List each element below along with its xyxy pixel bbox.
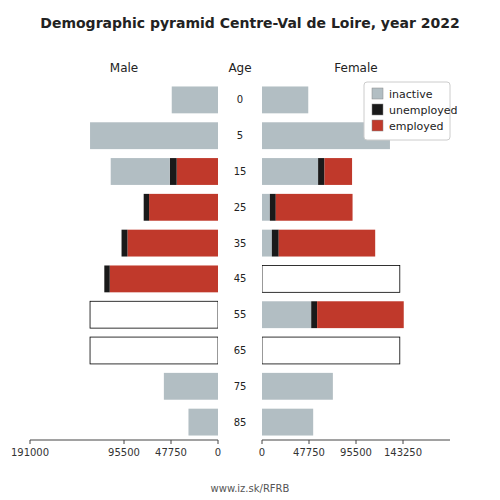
bar: [90, 301, 91, 328]
bar: [127, 230, 218, 257]
legend: inactive unemployed employed: [364, 82, 457, 140]
bar: [143, 194, 144, 221]
bar: [90, 301, 218, 328]
x-tick-label: 95500: [108, 447, 140, 458]
legend-label: employed: [389, 120, 444, 133]
bar: [177, 158, 218, 185]
bar: [276, 194, 353, 221]
bar: [332, 373, 333, 400]
panel-title: Male: [110, 61, 138, 75]
bar: [90, 337, 218, 364]
category-label: 45: [234, 273, 247, 284]
bar: [270, 194, 276, 221]
category-label: 65: [234, 345, 247, 356]
bar: [318, 158, 324, 185]
bar: [262, 194, 270, 221]
bar: [122, 230, 128, 257]
bar: [262, 409, 313, 436]
bar: [188, 409, 218, 436]
bar: [104, 265, 105, 292]
bar: [262, 158, 318, 185]
bar: [399, 337, 400, 364]
category-label: 55: [234, 309, 247, 320]
bar: [262, 230, 272, 257]
bar: [279, 230, 375, 257]
bar: [399, 265, 400, 292]
bar: [308, 86, 309, 113]
category-label: 0: [237, 94, 243, 105]
bar: [262, 301, 311, 328]
x-tick: [356, 440, 357, 444]
category-label: 85: [234, 417, 247, 428]
bar: [399, 265, 400, 292]
legend-label: unemployed: [389, 104, 457, 117]
bar: [149, 194, 218, 221]
bar: [325, 158, 353, 185]
bar: [121, 230, 122, 257]
bar: [332, 373, 333, 400]
legend-swatch: [372, 120, 383, 131]
bar: [90, 122, 218, 149]
x-tick-label: 47750: [155, 447, 187, 458]
x-tick-label: 143250: [384, 447, 422, 458]
x-tick: [171, 440, 172, 444]
bars: [90, 86, 218, 435]
bar: [172, 86, 218, 113]
x-tick-label: 191000: [11, 447, 49, 458]
x-tick-label: 0: [215, 447, 221, 458]
legend-swatch: [372, 88, 383, 99]
bar: [164, 373, 218, 400]
bar: [262, 86, 308, 113]
bar: [311, 301, 317, 328]
x-tick: [30, 440, 31, 444]
x-tick: [124, 440, 125, 444]
category-label: 15: [234, 166, 247, 177]
title: Demographic pyramid Centre-Val de Loire,…: [40, 15, 459, 31]
bar: [144, 194, 149, 221]
x-tick-label: 95500: [340, 447, 372, 458]
bar: [262, 373, 333, 400]
axis-label: Age: [228, 61, 251, 75]
bar: [90, 337, 91, 364]
legend-swatch: [372, 104, 383, 115]
bar: [313, 409, 314, 436]
bar: [90, 301, 91, 328]
category-label: 5: [237, 130, 243, 141]
category-label: 75: [234, 381, 247, 392]
bar: [90, 337, 91, 364]
bar: [170, 158, 177, 185]
chart: Demographic pyramid Centre-Val de Loire,…: [0, 0, 500, 500]
footer: www.iz.sk/RFRB: [211, 483, 290, 494]
bar: [111, 158, 170, 185]
bar: [272, 230, 279, 257]
bar: [308, 86, 309, 113]
x-tick: [218, 440, 219, 444]
bar: [262, 337, 400, 364]
bar: [399, 265, 400, 292]
x-tick: [262, 440, 263, 444]
x-tick-label: 0: [259, 447, 265, 458]
bar: [110, 265, 218, 292]
category-label: 25: [234, 202, 247, 213]
bar: [104, 265, 109, 292]
bar: [90, 301, 91, 328]
x-tick: [309, 440, 310, 444]
bar: [262, 265, 400, 292]
bar: [399, 337, 400, 364]
panel-title: Female: [334, 61, 377, 75]
bar: [317, 301, 404, 328]
bar: [90, 337, 91, 364]
bar: [313, 409, 314, 436]
x-tick-label: 47750: [293, 447, 325, 458]
category-label: 35: [234, 238, 247, 249]
x-tick: [403, 440, 404, 444]
legend-label: inactive: [389, 88, 433, 101]
bar: [399, 337, 400, 364]
